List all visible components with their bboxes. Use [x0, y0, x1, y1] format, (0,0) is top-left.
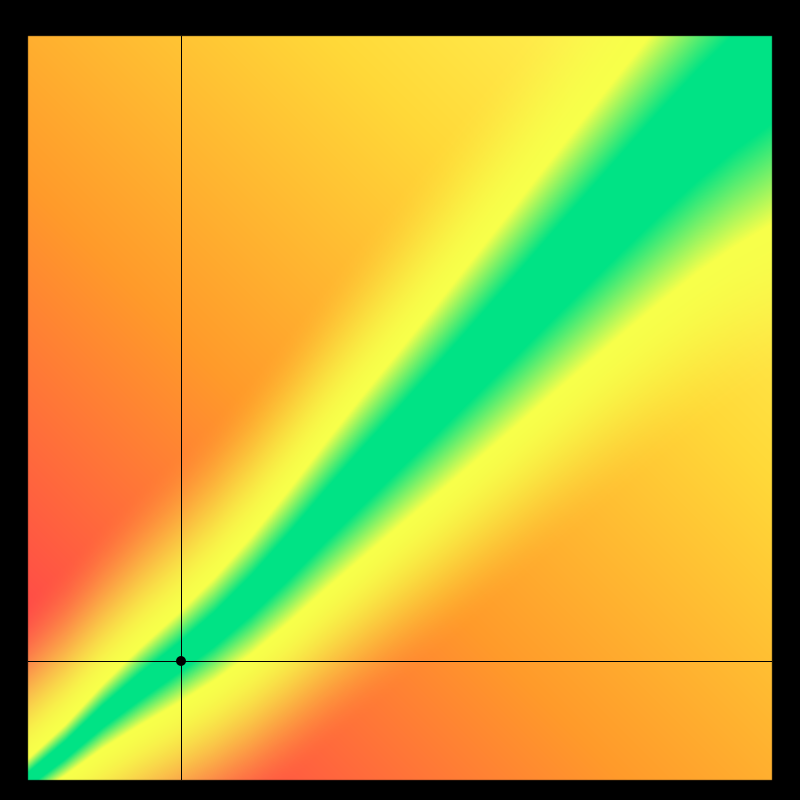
data-point-marker	[176, 656, 186, 666]
crosshair-vertical	[181, 36, 182, 780]
figure-root: TheBottleneck.com	[0, 0, 800, 800]
heatmap-canvas	[0, 0, 800, 800]
crosshair-horizontal	[28, 661, 772, 662]
